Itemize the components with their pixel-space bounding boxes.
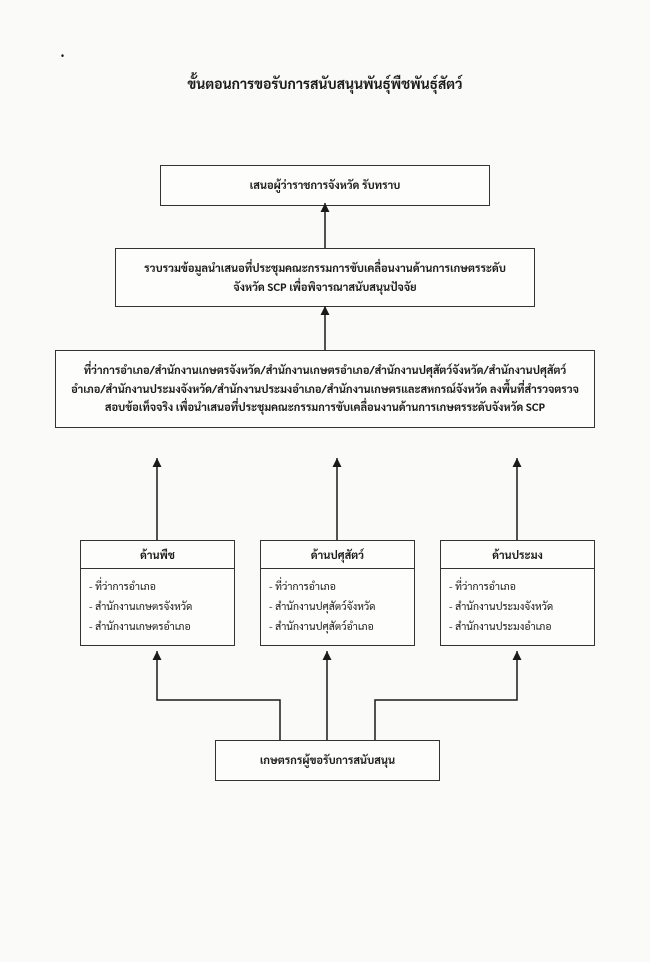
category-fishery-body: ที่ว่าการอำเภอ สำนักงานประมงจังหวัด สำนั… [441,569,594,645]
flow-box-offices: ที่ว่าการอำเภอ/สำนักงานเกษตรจังหวัด/สำนั… [55,350,595,428]
flow-arrows [0,0,650,962]
list-item: สำนักงานเกษตรจังหวัด [89,597,226,617]
list-item: สำนักงานประมงจังหวัด [449,597,586,617]
flow-box-governor: เสนอผู้ว่าราชการจังหวัด รับทราบ [160,165,490,206]
flow-box-offices-text: ที่ว่าการอำเภอ/สำนักงานเกษตรจังหวัด/สำนั… [71,362,579,414]
category-livestock: ด้านปศุสัตว์ ที่ว่าการอำเภอ สำนักงานปศุส… [260,540,415,646]
category-livestock-header: ด้านปศุสัตว์ [261,541,414,569]
flow-box-committee-text: รวบรวมข้อมูลนำเสนอที่ประชุมคณะกรรมการขับ… [144,260,506,294]
flow-box-governor-text: เสนอผู้ว่าราชการจังหวัด รับทราบ [250,177,401,192]
category-livestock-body: ที่ว่าการอำเภอ สำนักงานปศุสัตว์จังหวัด ส… [261,569,414,645]
list-item: ที่ว่าการอำเภอ [269,577,406,597]
list-item: ที่ว่าการอำเภอ [449,577,586,597]
category-crops-body: ที่ว่าการอำเภอ สำนักงานเกษตรจังหวัด สำนั… [81,569,234,645]
page-title: ขั้นตอนการขอรับการสนับสนุนพันธุ์พืชพันธุ… [40,75,610,93]
list-item: สำนักงานเกษตรอำเภอ [89,617,226,637]
page: · ขั้นตอนการขอรับการสนับสนุนพันธุ์พืชพัน… [0,0,650,962]
page-mark: · [60,40,65,66]
list-item: สำนักงานปศุสัตว์อำเภอ [269,617,406,637]
category-crops-header: ด้านพืช [81,541,234,569]
flow-box-farmer: เกษตรกรผู้ขอรับการสนับสนุน [215,740,440,781]
list-item: สำนักงานประมงอำเภอ [449,617,586,637]
category-fishery-header: ด้านประมง [441,541,594,569]
category-crops: ด้านพืช ที่ว่าการอำเภอ สำนักงานเกษตรจังห… [80,540,235,646]
flow-box-farmer-text: เกษตรกรผู้ขอรับการสนับสนุน [260,752,395,767]
flow-box-committee: รวบรวมข้อมูลนำเสนอที่ประชุมคณะกรรมการขับ… [115,248,535,307]
category-fishery: ด้านประมง ที่ว่าการอำเภอ สำนักงานประมงจั… [440,540,595,646]
list-item: สำนักงานปศุสัตว์จังหวัด [269,597,406,617]
list-item: ที่ว่าการอำเภอ [89,577,226,597]
